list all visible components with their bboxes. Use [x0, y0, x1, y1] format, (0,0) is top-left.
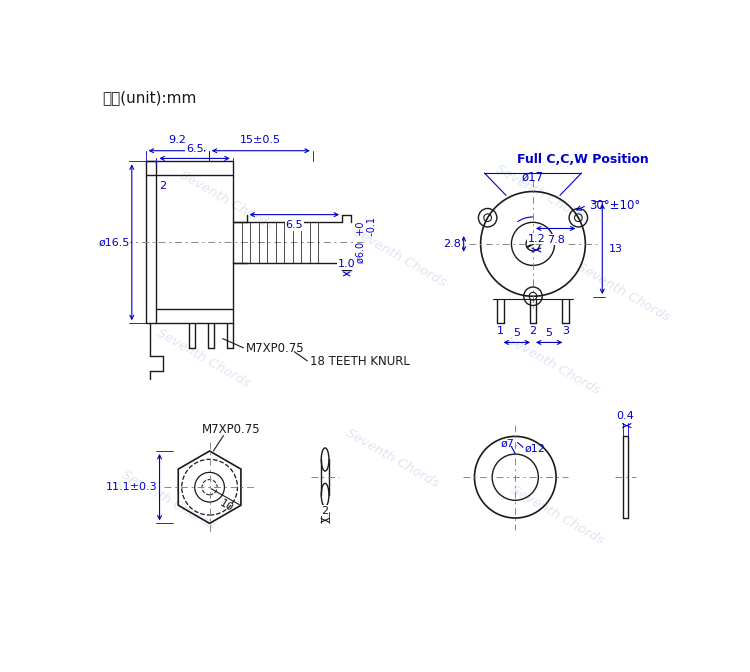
Text: ø6.0  +0
          -0.1: ø6.0 +0 -0.1 [356, 217, 377, 267]
Text: 18 TEETH KNURL: 18 TEETH KNURL [310, 355, 410, 368]
Text: 2: 2 [530, 326, 536, 336]
Text: 11.1±0.3: 11.1±0.3 [106, 482, 158, 492]
Text: 2: 2 [322, 506, 328, 515]
Text: Seventh Chords: Seventh Chords [344, 426, 441, 490]
Text: 10: 10 [218, 498, 235, 513]
Text: 13: 13 [608, 244, 622, 254]
Text: 5: 5 [513, 328, 520, 338]
Text: 7.8: 7.8 [547, 235, 565, 245]
Text: 1.2: 1.2 [527, 234, 545, 244]
Text: Seventh Chords: Seventh Chords [509, 484, 607, 548]
Text: Seventh Chords: Seventh Chords [505, 333, 602, 397]
Text: 5: 5 [546, 328, 553, 338]
Text: Seventh Chords: Seventh Chords [120, 468, 218, 532]
Text: 2.8: 2.8 [443, 239, 461, 249]
Text: 9.2: 9.2 [168, 135, 186, 145]
Text: 15±0.5: 15±0.5 [240, 135, 281, 145]
Text: ø7: ø7 [501, 438, 515, 448]
Text: ø17: ø17 [522, 171, 544, 183]
Text: 单位(unit):mm: 单位(unit):mm [102, 90, 196, 105]
Text: Full C,C,W Position: Full C,C,W Position [518, 153, 649, 166]
Text: 1: 1 [497, 326, 504, 336]
Text: Seventh Chords: Seventh Chords [351, 226, 448, 290]
Text: Seventh Chords: Seventh Chords [154, 326, 252, 390]
Text: 0.4: 0.4 [616, 411, 634, 421]
Text: M7XP0.75: M7XP0.75 [246, 342, 304, 355]
Text: 30°±10°: 30°±10° [590, 199, 640, 212]
Text: ø12: ø12 [524, 444, 545, 454]
Text: Seventh Chords: Seventh Chords [178, 168, 275, 232]
Text: 3: 3 [562, 326, 568, 336]
Text: 6.5: 6.5 [286, 220, 303, 230]
Text: 2: 2 [159, 181, 166, 191]
Text: 1.0: 1.0 [338, 259, 356, 269]
Text: ø16.5: ø16.5 [98, 237, 130, 247]
Text: Seventh Chords: Seventh Chords [574, 261, 672, 325]
Text: M7XP0.75: M7XP0.75 [202, 423, 260, 436]
Text: Seventh Chords: Seventh Chords [494, 163, 591, 226]
Text: 6.5: 6.5 [186, 144, 203, 154]
